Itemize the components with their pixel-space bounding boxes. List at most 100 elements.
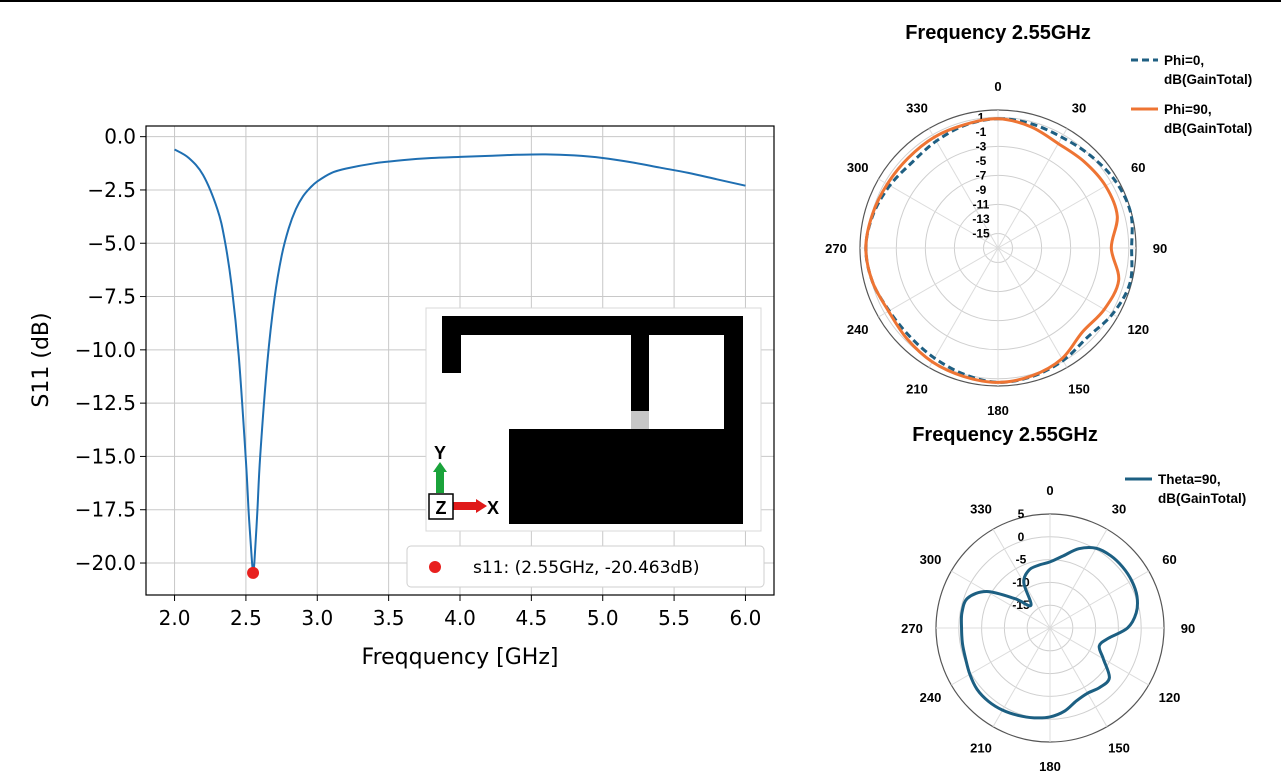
p1-radial-label: -7 <box>976 168 987 182</box>
p2-angle-label: 30 <box>1112 501 1126 516</box>
s11-minimum-marker <box>247 566 260 579</box>
p2-angle-label: 240 <box>920 690 942 705</box>
p2-angle-label: 210 <box>970 741 992 756</box>
p1-angle-label: 90 <box>1153 241 1167 256</box>
p1-radial-label: -5 <box>976 154 987 168</box>
s11-ytick-label: 0.0 <box>104 125 136 149</box>
s11-xtick-label: 4.0 <box>444 606 476 630</box>
p2-radial-label: 0 <box>1018 530 1025 544</box>
p2-radial-label: 5 <box>1018 507 1025 521</box>
p2-angle-label: 330 <box>970 501 992 516</box>
p1-angle-label: 60 <box>1131 160 1145 175</box>
p1-radial-label: 1 <box>978 110 985 124</box>
p1-radial-label: -9 <box>976 183 987 197</box>
s11-y-axis-label: S11 (dB) <box>29 312 54 407</box>
s11-xtick-label: 5.5 <box>658 606 690 630</box>
polar-chart-phi: Frequency 2.55GHz 0 30 60 90 120 150 180 210 240… <box>825 22 1252 418</box>
p2-angle-label: 150 <box>1108 741 1130 756</box>
s11-legend-box <box>406 545 765 588</box>
inset-right-arm <box>724 316 743 429</box>
p1-angle-label: 210 <box>906 381 928 396</box>
p1-angle-label: 180 <box>987 403 1009 418</box>
inset-ground-plane <box>509 429 743 524</box>
s11-xtick-label: 5.0 <box>587 606 619 630</box>
p1-angle-label: 30 <box>1072 101 1086 116</box>
p1-angle-label: 330 <box>906 101 928 116</box>
polar1-legend-label-phi90-line2: dB(GainTotal) <box>1164 121 1252 136</box>
s11-xtick-label: 2.0 <box>159 606 191 630</box>
p1-angle-label: 150 <box>1068 381 1090 396</box>
p1-spoke <box>997 128 1068 249</box>
p2-angle-label: 180 <box>1039 759 1061 774</box>
inset-y-label: Y <box>434 443 446 463</box>
s11-xtick-label: 4.5 <box>515 606 547 630</box>
inset-x-arrow-shaft <box>453 502 477 510</box>
s11-y-ticks: 0.0 −2.5 −5.0 −7.5 −10.0 −12.5 −15.0 −17.5 −20.0 <box>75 125 146 575</box>
p1-spoke <box>878 178 999 249</box>
s11-ytick-label: −5.0 <box>87 231 136 255</box>
polar1-radial-labels: 1-1-3-5-7-9-11-13-15 <box>972 110 990 240</box>
polar2-angle-labels: 0 30 60 90 120 150 180 210 240 270 300 330 <box>901 483 1195 774</box>
inset-top-strip <box>442 316 743 335</box>
polar1-grid <box>859 109 1137 387</box>
p1-spoke <box>928 247 999 368</box>
p1-angle-label: 270 <box>825 241 847 256</box>
inset-y-arrow-head <box>433 462 447 472</box>
p2-angle-label: 90 <box>1181 621 1195 636</box>
inset-x-label: X <box>487 498 499 518</box>
antenna-inset: Z Y X <box>425 307 762 532</box>
p1-spoke <box>878 247 999 318</box>
p1-spoke <box>997 247 1068 368</box>
polar1-legend: Phi=0, dB(GainTotal) Phi=90, dB(GainTota… <box>1131 53 1252 136</box>
polar2-legend-label-line2: dB(GainTotal) <box>1158 491 1246 506</box>
s11-xtick-label: 3.5 <box>373 606 405 630</box>
p2-angle-label: 270 <box>901 621 923 636</box>
p2-spoke <box>1049 627 1108 727</box>
s11-x-ticks: 2.0 2.5 3.0 3.5 4.0 4.5 5.0 5.5 6.0 <box>159 595 762 630</box>
s11-ytick-label: −15.0 <box>75 444 136 468</box>
p2-spoke <box>1049 627 1149 686</box>
p2-spoke <box>951 570 1051 629</box>
p1-radial-label: -11 <box>973 197 990 211</box>
p2-radial-label: -15 <box>1012 598 1030 612</box>
p2-spoke <box>992 529 1051 629</box>
polar2-grid <box>935 513 1165 743</box>
s11-ytick-label: −12.5 <box>75 391 136 415</box>
p1-radial-label: -13 <box>972 212 990 226</box>
p1-angle-label: 240 <box>847 322 869 337</box>
p2-spoke <box>951 627 1051 686</box>
p2-angle-label: 0 <box>1046 483 1053 498</box>
p1-spoke <box>997 178 1118 249</box>
s11-chart: 2.0 2.5 3.0 3.5 4.0 4.5 5.0 5.5 6.0 0.0 −2.5 −5.0 −… <box>29 125 775 670</box>
p1-radial-label: -3 <box>976 139 987 153</box>
inset-z-label: Z <box>436 498 447 518</box>
polar1-angle-labels: 0 30 60 90 120 150 180 210 240 270 300 330 <box>825 79 1167 418</box>
polar1-title: Frequency 2.55GHz <box>905 22 1091 44</box>
s11-xtick-label: 2.5 <box>230 606 262 630</box>
polar2-legend-label-line1: Theta=90, <box>1158 472 1221 487</box>
p2-radial-label: -5 <box>1016 553 1027 567</box>
inset-feed-arm <box>631 316 649 412</box>
s11-legend-label: s11: (2.55GHz, -20.463dB) <box>473 558 700 578</box>
p1-angle-label: 300 <box>847 160 869 175</box>
top-border-line <box>0 0 1281 2</box>
s11-legend-marker <box>429 561 441 573</box>
inset-z-box <box>428 493 454 520</box>
s11-series-line <box>174 148 746 573</box>
polar2-series-theta90 <box>959 546 1139 720</box>
p1-spoke <box>928 128 999 249</box>
p2-spoke <box>992 627 1051 727</box>
p1-radial-label: -1 <box>976 125 987 139</box>
inset-x-arrow-head <box>476 499 487 513</box>
polar1-legend-label-phi0-line2: dB(GainTotal) <box>1164 72 1252 87</box>
polar1-series-phi0 <box>864 117 1134 384</box>
s11-x-axis-label: Freqquency [GHz] <box>362 645 559 670</box>
p2-angle-label: 300 <box>920 552 942 567</box>
s11-legend: s11: (2.55GHz, -20.463dB) <box>406 545 765 588</box>
polar1-series-phi90 <box>864 117 1121 384</box>
polar2-title: Frequency 2.55GHz <box>912 424 1098 446</box>
s11-xtick-label: 6.0 <box>730 606 762 630</box>
polar1-legend-label-phi0-line1: Phi=0, <box>1164 53 1204 68</box>
p2-angle-label: 60 <box>1162 552 1176 567</box>
